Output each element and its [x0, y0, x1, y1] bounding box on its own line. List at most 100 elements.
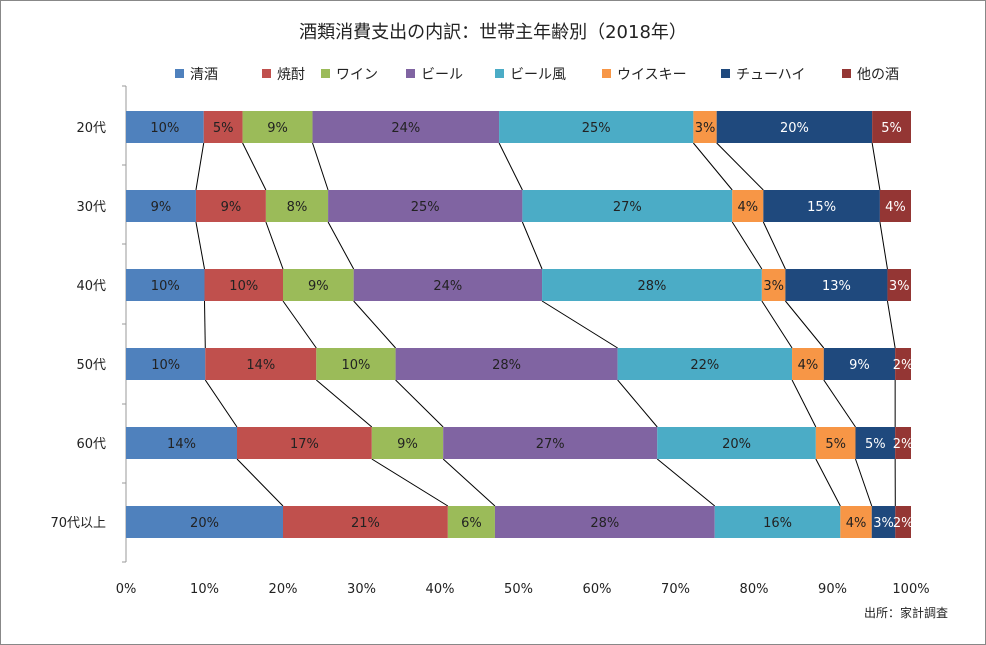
legend: 清酒 焼酎 ワイン ビール ビール風 ウイスキー チューハイ 他の酒 [175, 67, 899, 83]
data-label: 2% [893, 516, 914, 531]
bar-segment [195, 190, 266, 222]
bar-segment [237, 427, 372, 459]
connector-line [327, 221, 355, 270]
data-label: 24% [433, 279, 462, 294]
bars: 10% 5% 9% 24% 25% 3% 20% 5% 9% 9% 8% 25% 27% 4% 15% 4% 1… [126, 111, 913, 538]
bar-segment [443, 427, 658, 459]
connector-line [871, 142, 881, 191]
legend-item: 他の酒 [842, 67, 899, 83]
data-label: 14% [167, 437, 196, 452]
legend-swatch [175, 69, 184, 78]
bar-segment [312, 111, 500, 143]
connector-line [815, 458, 841, 507]
x-tick-label: 90% [818, 582, 847, 597]
connector-line [762, 221, 786, 270]
x-tick-label: 50% [504, 582, 533, 597]
connector-line [315, 379, 373, 428]
data-label: 8% [287, 200, 308, 215]
bar-segment [126, 111, 204, 143]
bar-segment [657, 427, 816, 459]
bar-segment [716, 111, 873, 143]
legend-item: ワイン [321, 67, 378, 83]
connector-line [785, 300, 825, 349]
data-label: 24% [391, 121, 420, 136]
x-tick-label: 10% [190, 582, 219, 597]
bar-segment [792, 348, 824, 380]
legend-item: ビール [406, 67, 463, 83]
x-tick-label: 100% [892, 582, 929, 597]
data-label: 10% [341, 358, 370, 373]
category-label: 40代 [76, 279, 106, 294]
data-label: 27% [536, 437, 565, 452]
legend-swatch [321, 69, 330, 78]
data-label: 27% [613, 200, 642, 215]
bar-segment [855, 427, 896, 459]
data-label: 3% [695, 121, 716, 136]
bar-segment [126, 506, 283, 538]
data-label: 3% [889, 279, 910, 294]
data-label: 5% [825, 437, 846, 452]
x-tick-label: 20% [269, 582, 298, 597]
bar-segment [763, 190, 880, 222]
connector-line [442, 458, 496, 507]
legend-swatch [495, 69, 504, 78]
data-label: 5% [213, 121, 234, 136]
connector-line [242, 142, 267, 191]
bar-segment [203, 111, 243, 143]
connector-line [731, 221, 763, 270]
data-label: 4% [846, 516, 867, 531]
bar-segment [732, 190, 764, 222]
bar-segment [872, 111, 911, 143]
bar-segment [693, 111, 717, 143]
data-label: 4% [885, 200, 906, 215]
connector-line [195, 142, 205, 191]
data-label: 10% [229, 279, 258, 294]
legend-label: ワイン [336, 67, 378, 83]
connector-line [521, 221, 543, 270]
data-label: 14% [246, 358, 275, 373]
data-label: 9% [151, 200, 172, 215]
connector-line [886, 300, 896, 349]
data-label: 4% [737, 200, 758, 215]
data-label: 4% [798, 358, 819, 373]
bar-segment [823, 348, 896, 380]
category-label: 60代 [76, 437, 106, 452]
connector-line [204, 300, 206, 349]
data-label: 5% [865, 437, 886, 452]
x-tick-label: 30% [347, 582, 376, 597]
legend-label: 焼酎 [277, 67, 305, 83]
data-label: 16% [763, 516, 792, 531]
category-label: 50代 [76, 358, 106, 373]
data-label: 20% [780, 121, 809, 136]
connector-lines [195, 142, 896, 507]
bar-segment [316, 348, 396, 380]
bar-segment [761, 269, 786, 301]
bar-segment [242, 111, 313, 143]
legend-swatch [842, 69, 851, 78]
data-label: 20% [190, 516, 219, 531]
category-label: 20代 [76, 121, 106, 136]
connector-line [195, 221, 205, 270]
bar-segment [447, 506, 495, 538]
bar-segment [499, 111, 694, 143]
data-label: 3% [873, 516, 894, 531]
connector-line [617, 379, 658, 428]
connector-line [692, 142, 733, 191]
legend-label: 清酒 [190, 67, 218, 83]
bar-segment [617, 348, 793, 380]
bar-segment [815, 427, 856, 459]
connector-line [879, 221, 888, 270]
data-label: 28% [590, 516, 619, 531]
bar-segment [126, 427, 238, 459]
data-label: 15% [807, 200, 836, 215]
data-label: 2% [893, 358, 914, 373]
connector-line [204, 379, 238, 428]
bar-segment [283, 269, 354, 301]
legend-item: ウイスキー [602, 67, 687, 83]
bar-segment [895, 348, 911, 380]
data-label: 9% [397, 437, 418, 452]
data-label: 9% [267, 121, 288, 136]
legend-item: ビール風 [495, 67, 566, 83]
legend-swatch [262, 69, 271, 78]
